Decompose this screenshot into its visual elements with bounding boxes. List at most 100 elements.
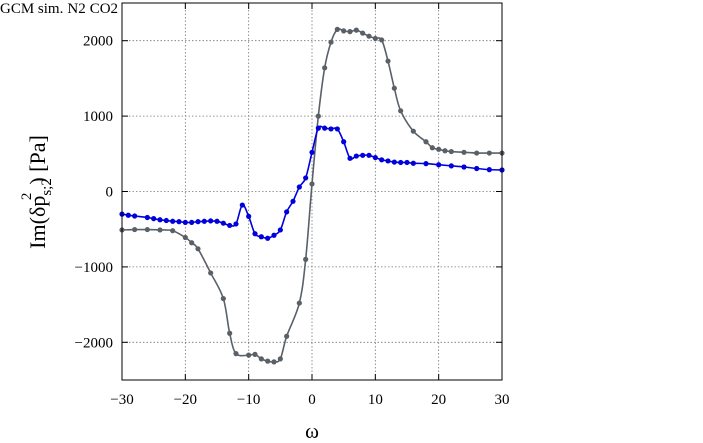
- data-point-n2: [189, 240, 195, 246]
- data-point-co2: [277, 227, 283, 233]
- data-point-n2: [157, 227, 163, 233]
- series-line-n2: [121, 27, 502, 363]
- x-tick-label: 10: [368, 392, 383, 408]
- data-point-n2: [322, 65, 328, 71]
- legend: GCM sim. N2 CO2: [0, 0, 118, 17]
- data-point-n2: [398, 108, 404, 114]
- data-point-n2: [366, 33, 372, 39]
- legend-label-co2-base: CO: [89, 1, 111, 17]
- data-point-co2: [423, 161, 429, 167]
- data-point-n2: [246, 352, 252, 358]
- data-point-co2: [436, 162, 442, 168]
- data-point-n2: [448, 148, 454, 155]
- y-axis-label-sup: 2: [19, 193, 35, 201]
- data-point-n2: [303, 256, 309, 262]
- data-point-co2: [233, 221, 239, 227]
- data-point-co2: [201, 218, 207, 224]
- data-point-n2: [258, 356, 264, 362]
- x-tick-label: −30: [110, 392, 133, 408]
- data-point-co2: [252, 231, 258, 237]
- data-point-co2: [163, 217, 169, 224]
- data-point-n2: [341, 28, 347, 34]
- data-point-n2: [347, 29, 353, 35]
- data-point-co2: [410, 160, 416, 166]
- data-point-co2: [372, 154, 378, 161]
- data-point-n2: [170, 228, 176, 234]
- data-point-n2: [233, 351, 239, 357]
- data-point-co2: [328, 126, 334, 132]
- data-point-n2: [353, 27, 359, 33]
- series-layer: [119, 26, 505, 365]
- legend-label-n2: N2: [67, 1, 85, 17]
- data-point-n2: [360, 30, 366, 36]
- data-point-co2: [176, 219, 182, 225]
- y-axis-label-tail: ) [Pa]: [25, 135, 50, 184]
- data-point-co2: [341, 139, 347, 145]
- legend-label-gcm: GCM sim.: [0, 1, 64, 17]
- legend-label-co2-sub: 2: [110, 1, 119, 17]
- data-point-co2: [220, 220, 226, 226]
- data-point-co2: [322, 125, 328, 131]
- data-point-co2: [296, 184, 302, 190]
- data-point-co2: [379, 157, 385, 163]
- data-point-n2: [296, 300, 302, 306]
- data-point-n2: [486, 150, 492, 156]
- data-point-n2: [284, 333, 290, 339]
- data-point-co2: [347, 155, 353, 161]
- data-point-co2: [284, 209, 290, 215]
- data-point-n2: [252, 351, 258, 357]
- data-point-co2: [461, 164, 467, 170]
- data-point-n2: [429, 145, 435, 151]
- data-point-n2: [195, 246, 201, 252]
- data-point-co2: [170, 218, 176, 224]
- data-point-co2: [360, 152, 366, 158]
- x-axis-label: ω: [305, 419, 319, 443]
- data-point-n2: [227, 330, 233, 336]
- y-axis-label-sub: s;2: [39, 178, 55, 196]
- data-point-co2: [132, 213, 138, 219]
- data-point-co2: [208, 218, 214, 224]
- x-tick-label: 20: [431, 392, 446, 408]
- data-point-co2: [189, 219, 195, 226]
- y-tick-label: 2000: [83, 34, 113, 50]
- y-tick-label: 1000: [83, 109, 113, 125]
- data-point-n2: [436, 146, 442, 152]
- data-point-co2: [334, 126, 340, 132]
- data-point-co2: [315, 125, 321, 131]
- data-point-n2: [474, 150, 480, 156]
- legend-label-n2-sub: 2: [78, 1, 86, 17]
- data-point-co2: [151, 216, 157, 222]
- data-point-n2: [328, 39, 334, 45]
- data-point-co2: [486, 167, 492, 173]
- data-point-co2: [265, 235, 271, 241]
- data-point-co2: [157, 217, 163, 223]
- data-point-co2: [290, 198, 296, 204]
- data-point-n2: [277, 356, 283, 362]
- data-point-co2: [144, 214, 150, 221]
- data-point-n2: [385, 58, 391, 64]
- x-tick-label: 30: [495, 392, 510, 408]
- data-point-co2: [404, 159, 410, 166]
- data-point-co2: [309, 149, 315, 155]
- data-point-n2: [391, 85, 397, 91]
- data-point-co2: [227, 222, 233, 229]
- data-point-co2: [398, 159, 404, 166]
- data-point-co2: [385, 158, 391, 164]
- data-point-n2: [410, 128, 416, 134]
- data-point-co2: [303, 175, 309, 181]
- data-point-n2: [461, 149, 467, 155]
- data-point-n2: [315, 113, 321, 119]
- legend-label-n2-base: N: [67, 1, 79, 17]
- x-tick-label: −20: [174, 392, 197, 408]
- data-point-co2: [214, 218, 220, 224]
- data-point-n2: [379, 37, 385, 43]
- data-point-n2: [423, 139, 429, 145]
- data-point-n2: [334, 26, 340, 32]
- data-point-co2: [195, 219, 201, 225]
- data-point-n2: [208, 270, 214, 276]
- data-point-co2: [125, 212, 131, 218]
- y-axis-label: Im(δps;2 2) [Pa]: [19, 135, 55, 249]
- data-point-co2: [353, 153, 359, 159]
- data-point-n2: [144, 226, 150, 233]
